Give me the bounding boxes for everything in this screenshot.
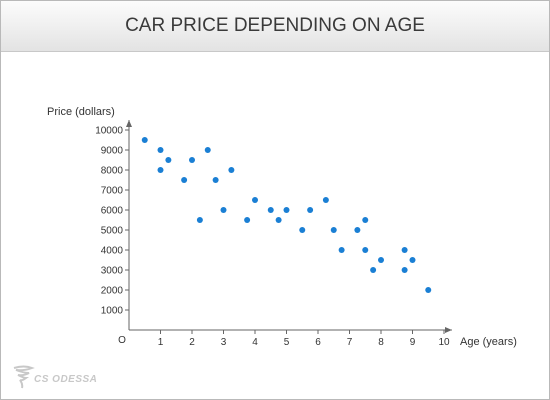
y-tick-label: 10000 — [95, 126, 123, 137]
cs-odessa-logo: CS ODESSA — [12, 364, 102, 392]
data-point — [204, 147, 211, 153]
y-tick-label: 4000 — [101, 246, 124, 257]
data-point — [244, 217, 251, 223]
y-tick-label: 1000 — [101, 306, 124, 317]
data-point — [283, 207, 290, 213]
x-tick-label: 3 — [221, 337, 227, 348]
x-axis-title: Age (years) — [460, 336, 517, 348]
data-point — [362, 247, 369, 253]
data-point — [370, 267, 377, 273]
x-tick-label: 10 — [438, 337, 450, 348]
data-point — [378, 257, 384, 263]
data-point — [228, 167, 235, 173]
data-points — [141, 137, 432, 293]
data-point — [196, 217, 203, 223]
data-point — [275, 217, 282, 223]
data-point — [212, 177, 219, 183]
data-point — [322, 197, 329, 203]
data-point — [401, 267, 408, 273]
data-point — [157, 147, 164, 153]
chart-header: CAR PRICE DEPENDING ON AGE — [1, 1, 549, 52]
data-point — [252, 197, 258, 203]
data-point — [157, 167, 164, 173]
y-tick-label: 8000 — [101, 166, 124, 177]
x-axis-arrow — [445, 327, 452, 333]
data-point — [165, 157, 172, 163]
data-point — [409, 257, 416, 263]
data-point — [362, 217, 369, 223]
data-point — [330, 227, 337, 233]
chart-title: CAR PRICE DEPENDING ON AGE — [125, 15, 425, 36]
y-tick-label: 6000 — [101, 206, 124, 217]
data-point — [267, 207, 274, 213]
logo-text: CS ODESSA — [34, 374, 98, 385]
data-point — [401, 247, 408, 253]
x-tick-label: 1 — [158, 337, 164, 348]
data-point — [299, 227, 306, 233]
y-tick-label: 9000 — [101, 146, 124, 157]
tornado-icon — [13, 365, 35, 389]
y-tick-label: 5000 — [101, 226, 124, 237]
x-tick-label: 6 — [315, 337, 321, 348]
y-tick-label: 2000 — [101, 286, 124, 297]
y-axis-title: Price (dollars) — [47, 106, 115, 118]
data-point — [141, 137, 148, 143]
data-point — [307, 207, 314, 213]
data-point — [189, 157, 195, 163]
y-tick-label: 7000 — [101, 186, 124, 197]
origin-label: O — [118, 335, 126, 346]
data-point — [220, 207, 227, 213]
axes: 1 2 3 4 5 6 7 8 9 10 1000 2000 3000 4000 5000 6000 7000 8… — [47, 106, 517, 348]
y-tick-label: 3000 — [101, 266, 124, 277]
x-tick-label: 2 — [189, 337, 195, 348]
data-point — [354, 227, 361, 233]
data-point — [181, 177, 188, 183]
x-tick-label: 4 — [252, 337, 258, 348]
x-tick-label: 9 — [410, 337, 416, 348]
x-tick-label: 5 — [284, 337, 290, 348]
x-tick-label: 8 — [378, 337, 384, 348]
y-axis-arrow — [126, 120, 132, 127]
x-tick-label: 7 — [347, 337, 353, 348]
data-point — [425, 287, 432, 293]
data-point — [338, 247, 345, 253]
